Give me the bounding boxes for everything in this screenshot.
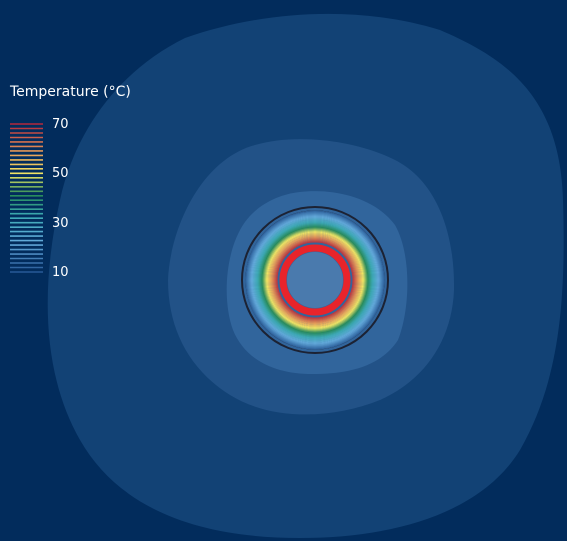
- contour-ring-42: [262, 227, 368, 333]
- legend-tick-10: 10: [52, 265, 69, 280]
- contour-outline-ring-0: [241, 206, 389, 354]
- contour-ring-38: [260, 225, 370, 335]
- contour-ring-48: [265, 230, 365, 330]
- contour-ring-44: [263, 228, 367, 332]
- contour-ring-54: [268, 233, 362, 327]
- contour-ring-28: [255, 220, 375, 340]
- contour-ring-46: [264, 229, 366, 331]
- heat-source-ring: [279, 244, 351, 316]
- contour-ring-12: [247, 212, 383, 348]
- contour-ring-58: [270, 235, 360, 325]
- contour-ring-32: [257, 222, 373, 338]
- legend-tick-50: 50: [52, 166, 69, 181]
- contour-ring-64: [273, 238, 357, 322]
- contour-ring-18: [250, 215, 380, 345]
- contour-ring-56: [269, 234, 361, 326]
- contour-ring-20: [251, 216, 379, 344]
- contour-ring-70: [276, 241, 354, 319]
- contour-ring-10: [246, 211, 384, 349]
- contour-ring-60: [271, 236, 359, 324]
- contour-ring-16: [249, 214, 381, 346]
- contour-ring-52: [267, 232, 363, 328]
- contour-ring-30: [256, 221, 374, 339]
- contour-ring-50: [266, 231, 364, 329]
- contour-ring-36: [259, 224, 371, 336]
- contour-ring-62: [272, 237, 358, 323]
- contour-ring-68: [275, 240, 355, 320]
- legend-tick-70: 70: [52, 117, 69, 132]
- contour-ring-22: [252, 217, 378, 343]
- legend-tick-30: 30: [52, 216, 69, 231]
- contour-ring-66: [274, 239, 356, 321]
- heat-source-core: [287, 252, 343, 308]
- contour-ring-26: [254, 219, 376, 341]
- legend-title: Temperature (°C): [10, 84, 131, 100]
- contour-ring-8: [245, 210, 385, 350]
- contour-ring-40: [261, 226, 369, 334]
- contour-ring-14: [248, 213, 382, 347]
- contour-ring-24: [253, 218, 377, 342]
- colorbar: [10, 123, 43, 273]
- contour-ring-34: [258, 223, 372, 337]
- contour-rings: [241, 206, 389, 354]
